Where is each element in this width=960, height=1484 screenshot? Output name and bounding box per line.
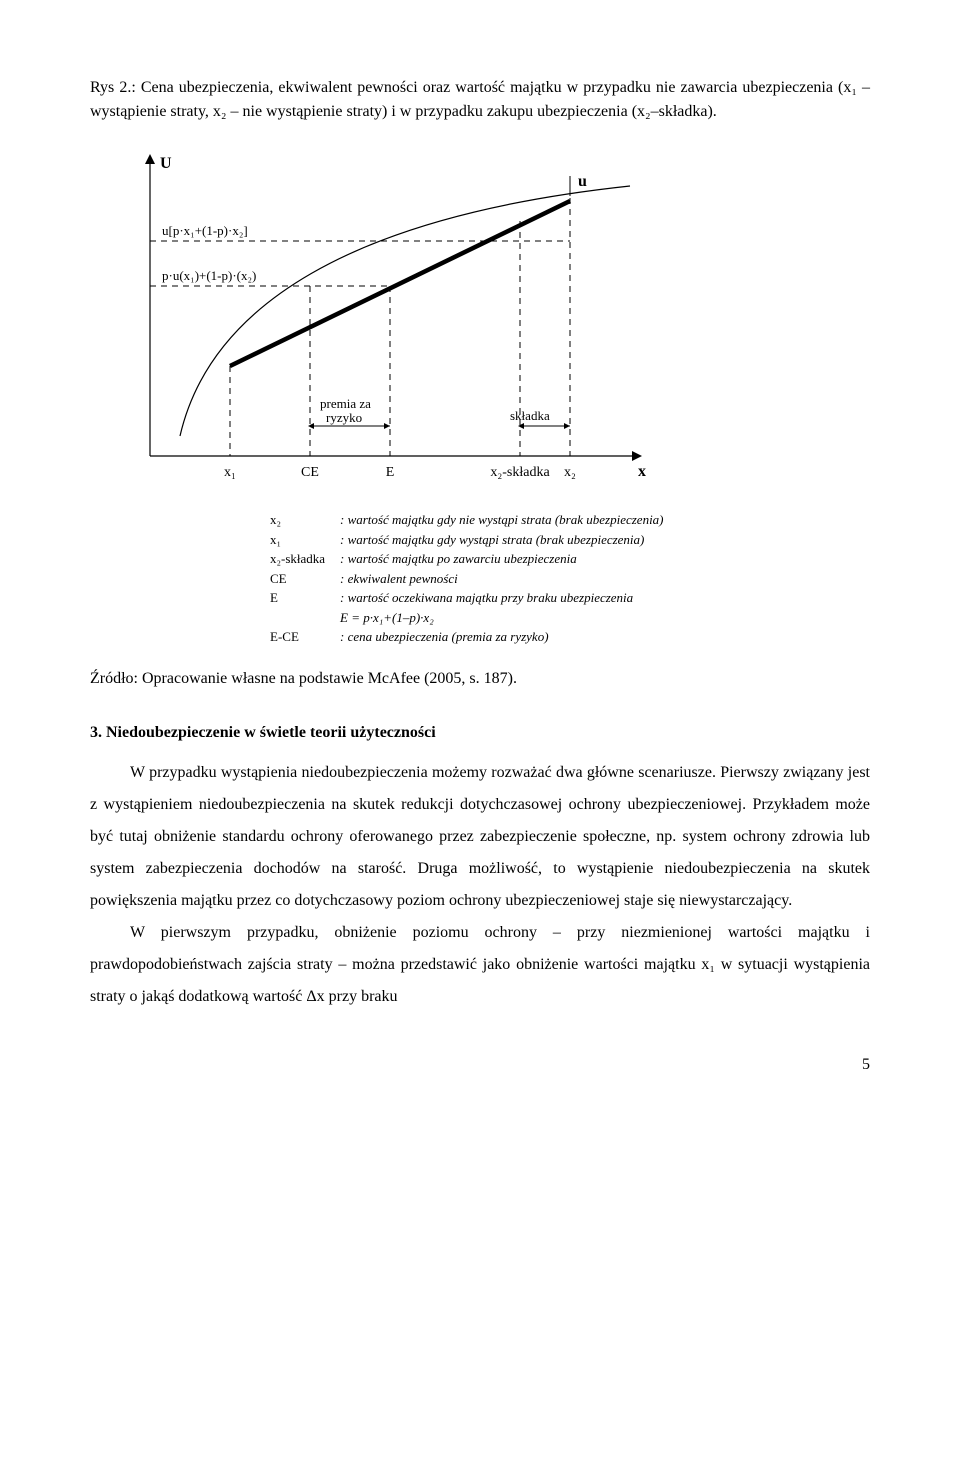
svg-text:x₁: x₁ (224, 465, 236, 480)
svg-text:x₂-składka: x₂-składka (490, 465, 550, 480)
svg-text:u[p·x₁+(1-p)·x₂]: u[p·x₁+(1-p)·x₂] (162, 223, 248, 238)
svg-text:x₂: x₂ (564, 465, 576, 480)
svg-text:p·u(x₁)+(1-p)·(x₂): p·u(x₁)+(1-p)·(x₂) (162, 268, 256, 283)
page-number: 5 (90, 1053, 870, 1077)
legend-value: : ekwiwalent pewności (340, 569, 458, 589)
legend-row: x₂-składka: wartość majątku po zawarciu … (270, 549, 870, 569)
legend-value: : wartość majątku gdy wystąpi strata (br… (340, 530, 644, 550)
legend-value: : cena ubezpieczenia (premia za ryzyko) (340, 627, 549, 647)
chart-svg: Uu[p·x₁+(1-p)·x₂] p·u(x₁)+(1-p)·(x₂) u prem… (90, 136, 650, 496)
legend-key (270, 608, 340, 628)
legend-value: : wartość oczekiwana majątku przy braku … (340, 588, 633, 608)
body-paragraph-1: W przypadku wystąpienia niedoubezpieczen… (90, 757, 870, 917)
legend-value: : wartość majątku po zawarciu ubezpiecze… (340, 549, 577, 569)
utility-chart: Uu[p·x₁+(1-p)·x₂] p·u(x₁)+(1-p)·(x₂) u prem… (90, 136, 870, 647)
figure-source: Źródło: Opracowanie własne na podstawie … (90, 667, 870, 691)
body-paragraph-2: W pierwszym przypadku, obniżenie poziomu… (90, 917, 870, 1013)
legend-key: x₂ (270, 510, 340, 530)
legend-row: x₂: wartość majątku gdy nie wystąpi stra… (270, 510, 870, 530)
legend-key: E-CE (270, 627, 340, 647)
svg-text:u: u (578, 173, 587, 190)
legend-row: E: wartość oczekiwana majątku przy braku… (270, 588, 870, 608)
legend-row: CE: ekwiwalent pewności (270, 569, 870, 589)
svg-text:ryzyko: ryzyko (326, 410, 362, 425)
svg-text:CE: CE (301, 465, 319, 480)
svg-text:składka: składka (510, 408, 550, 423)
svg-text:premia za: premia za (320, 396, 371, 411)
legend-key: E (270, 588, 340, 608)
legend-value: : wartość majątku gdy nie wystąpi strata… (340, 510, 664, 530)
legend-row: x₁: wartość majątku gdy wystąpi strata (… (270, 530, 870, 550)
legend-row: E-CE: cena ubezpieczenia (premia za ryzy… (270, 627, 870, 647)
legend-key: x₁ (270, 530, 340, 550)
chart-legend: x₂: wartość majątku gdy nie wystąpi stra… (270, 510, 870, 647)
legend-row: E = p·x₁+(1–p)·x₂ (270, 608, 870, 628)
legend-value: E = p·x₁+(1–p)·x₂ (340, 608, 434, 628)
section-heading: 3. Niedoubezpieczenie w świetle teorii u… (90, 721, 870, 745)
svg-text:E: E (386, 465, 395, 480)
svg-text:U: U (160, 155, 172, 172)
svg-text:x: x (638, 463, 646, 480)
legend-key: x₂-składka (270, 549, 340, 569)
legend-key: CE (270, 569, 340, 589)
figure-caption: Rys 2.: Cena ubezpieczenia, ekwiwalent p… (90, 76, 870, 124)
